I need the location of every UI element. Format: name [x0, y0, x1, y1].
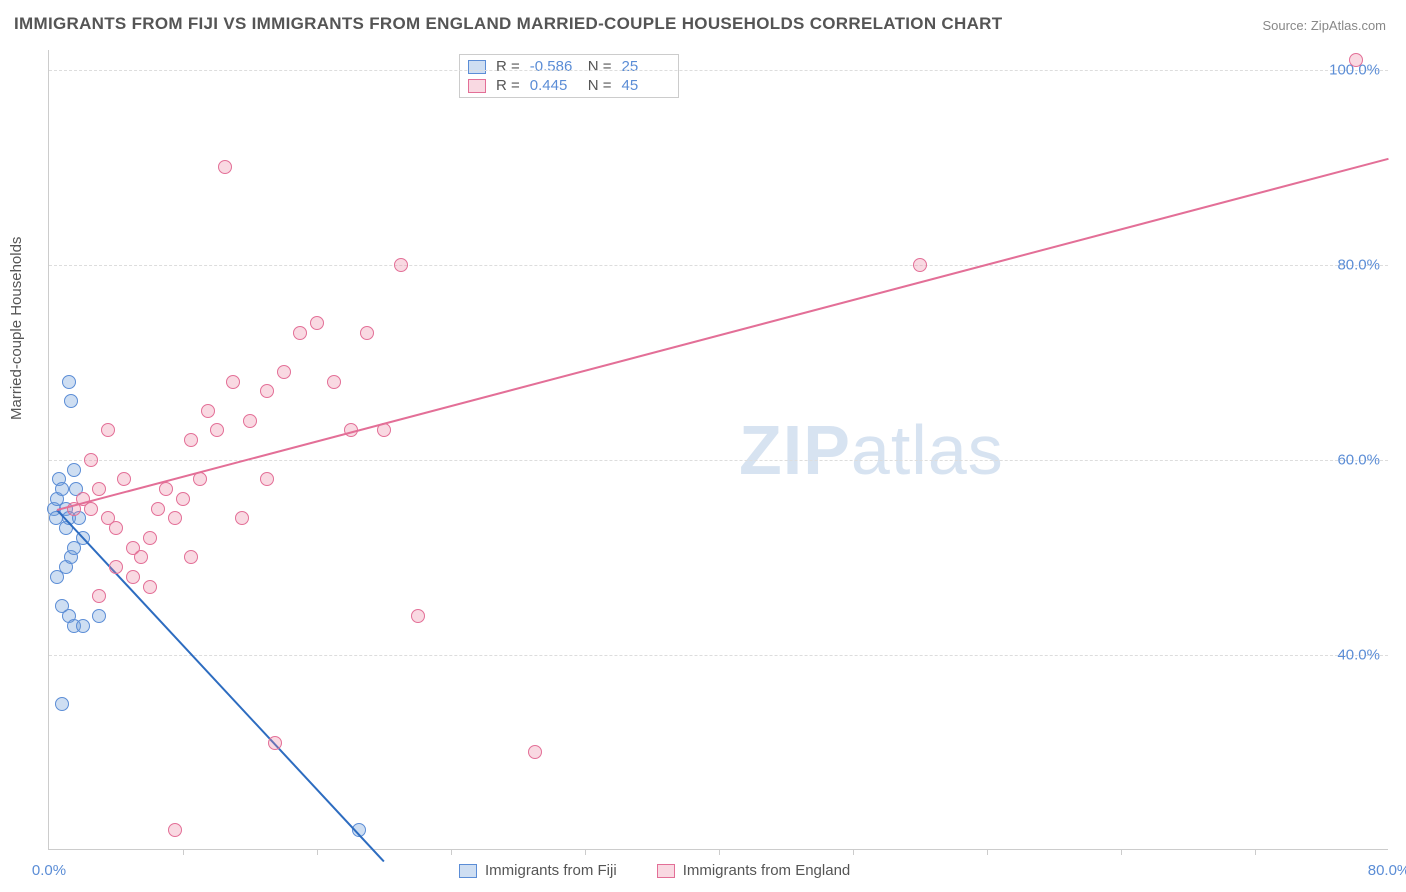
scatter-point: [268, 736, 282, 750]
x-tick: [183, 849, 184, 855]
scatter-point: [184, 550, 198, 564]
legend-label-fiji: Immigrants from Fiji: [485, 862, 617, 879]
x-tick: [719, 849, 720, 855]
scatter-point: [260, 384, 274, 398]
watermark-light: atlas: [851, 411, 1004, 489]
scatter-point: [235, 511, 249, 525]
scatter-point: [62, 375, 76, 389]
r-value-fiji: -0.586: [530, 58, 578, 75]
r-label: R =: [496, 58, 520, 75]
n-label: N =: [588, 58, 612, 75]
gridline: [49, 655, 1388, 656]
x-tick: [1121, 849, 1122, 855]
scatter-point: [184, 433, 198, 447]
scatter-point: [84, 453, 98, 467]
scatter-point: [218, 160, 232, 174]
chart-title: IMMIGRANTS FROM FIJI VS IMMIGRANTS FROM …: [14, 14, 1002, 34]
legend-item-fiji: Immigrants from Fiji: [459, 862, 617, 879]
x-tick: [317, 849, 318, 855]
scatter-point: [126, 570, 140, 584]
x-tick: [451, 849, 452, 855]
scatter-point: [360, 326, 374, 340]
gridline: [49, 265, 1388, 266]
scatter-point: [67, 463, 81, 477]
stats-row-england: R = 0.445 N = 45: [468, 76, 670, 95]
scatter-point: [134, 550, 148, 564]
scatter-point: [913, 258, 927, 272]
n-value-fiji: 25: [622, 58, 670, 75]
scatter-point: [394, 258, 408, 272]
scatter-point: [55, 482, 69, 496]
scatter-point: [176, 492, 190, 506]
scatter-point: [143, 580, 157, 594]
stats-row-fiji: R = -0.586 N = 25: [468, 57, 670, 76]
scatter-point: [310, 316, 324, 330]
stats-legend: R = -0.586 N = 25 R = 0.445 N = 45: [459, 54, 679, 98]
plot-area: ZIPatlas R = -0.586 N = 25 R = 0.445 N =…: [48, 50, 1388, 850]
scatter-point: [243, 414, 257, 428]
scatter-point: [143, 531, 157, 545]
scatter-point: [64, 394, 78, 408]
n-label: N =: [588, 77, 612, 94]
trendline: [57, 509, 385, 862]
x-tick: [1255, 849, 1256, 855]
scatter-point: [201, 404, 215, 418]
x-tick-label: 0.0%: [32, 862, 66, 879]
scatter-point: [92, 482, 106, 496]
scatter-point: [293, 326, 307, 340]
scatter-point: [55, 697, 69, 711]
x-tick: [585, 849, 586, 855]
swatch-england: [468, 79, 486, 93]
r-label: R =: [496, 77, 520, 94]
x-tick: [987, 849, 988, 855]
scatter-point: [226, 375, 240, 389]
swatch-fiji: [468, 60, 486, 74]
legend-swatch-england: [657, 864, 675, 878]
scatter-point: [92, 589, 106, 603]
scatter-point: [84, 502, 98, 516]
scatter-point: [168, 823, 182, 837]
n-value-england: 45: [622, 77, 670, 94]
scatter-point: [151, 502, 165, 516]
scatter-point: [92, 609, 106, 623]
scatter-point: [76, 619, 90, 633]
y-axis-label: Married-couple Households: [8, 237, 25, 420]
scatter-point: [210, 423, 224, 437]
scatter-point: [67, 541, 81, 555]
scatter-point: [159, 482, 173, 496]
r-value-england: 0.445: [530, 77, 578, 94]
y-tick-label: 40.0%: [1337, 646, 1380, 663]
scatter-point: [411, 609, 425, 623]
trendline: [57, 157, 1389, 510]
watermark: ZIPatlas: [739, 410, 1004, 490]
legend-label-england: Immigrants from England: [683, 862, 851, 879]
x-tick: [853, 849, 854, 855]
gridline: [49, 70, 1388, 71]
scatter-point: [168, 511, 182, 525]
legend-swatch-fiji: [459, 864, 477, 878]
scatter-point: [327, 375, 341, 389]
x-tick-label: 80.0%: [1368, 862, 1406, 879]
scatter-point: [117, 472, 131, 486]
scatter-point: [109, 560, 123, 574]
scatter-point: [260, 472, 274, 486]
scatter-point: [528, 745, 542, 759]
scatter-point: [109, 521, 123, 535]
y-tick-label: 60.0%: [1337, 451, 1380, 468]
scatter-point: [1349, 53, 1363, 67]
bottom-legend: Immigrants from Fiji Immigrants from Eng…: [459, 862, 850, 879]
source-attribution: Source: ZipAtlas.com: [1262, 18, 1386, 33]
scatter-point: [101, 423, 115, 437]
legend-item-england: Immigrants from England: [657, 862, 851, 879]
scatter-point: [277, 365, 291, 379]
watermark-bold: ZIP: [739, 411, 851, 489]
y-tick-label: 80.0%: [1337, 256, 1380, 273]
